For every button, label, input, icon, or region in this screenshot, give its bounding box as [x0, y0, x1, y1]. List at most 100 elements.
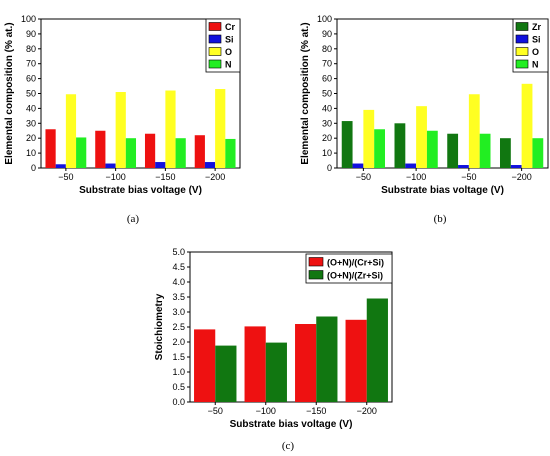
- bar-zr: [341, 121, 353, 168]
- chart-a: 0 10 20 30 40 50 60 70 80 90 100 −50 −100 −150 −200Sub…: [4, 14, 241, 225]
- y-tick-label: 5.0: [172, 247, 185, 257]
- y-tick-label: 80: [322, 44, 332, 54]
- y-tick-label: 100: [317, 14, 332, 24]
- bar-zr: [447, 133, 459, 168]
- legend-label: (O+N)/(Cr+Si): [327, 258, 384, 268]
- x-tick-label: −150: [306, 406, 326, 416]
- legend-swatch: [515, 22, 529, 31]
- legend-swatch: [308, 270, 324, 280]
- legend-label: Si: [532, 35, 541, 45]
- bar-zr: [394, 123, 406, 168]
- y-tick-label: 4.5: [172, 262, 185, 272]
- legend-label: O: [532, 47, 539, 57]
- y-tick-label: 0.0: [172, 397, 185, 407]
- y-tick-label: 10: [322, 148, 332, 158]
- bar-si: [510, 165, 522, 168]
- bar-o: [115, 92, 126, 168]
- y-axis-title: Elemental composition (% at.): [4, 22, 15, 164]
- y-tick-label: 70: [322, 59, 332, 69]
- y-tick-label: 2.5: [172, 322, 185, 332]
- bar-cr: [45, 129, 56, 168]
- bar-n: [225, 138, 236, 168]
- x-tick-label: −100: [256, 406, 276, 416]
- y-tick-label: 40: [322, 103, 332, 113]
- legend-label: Zr: [532, 22, 541, 32]
- y-tick-label: 2.0: [172, 337, 185, 347]
- y-tick-label: 40: [26, 103, 36, 113]
- bar-zr: [499, 138, 511, 168]
- bar-o-n-cr-si: [244, 326, 266, 402]
- legend-label: Si: [225, 35, 234, 45]
- chart-b: 0 10 20 30 40 50 60 70 80 90 100 −50 −100 −50 −200 Subs…: [300, 14, 549, 225]
- legend-swatch: [208, 22, 222, 31]
- legend-swatch: [208, 59, 222, 69]
- y-tick-label: 3.5: [172, 292, 185, 302]
- bar-si: [405, 163, 417, 168]
- bar-o: [65, 94, 77, 168]
- x-tick-label: −100: [406, 172, 426, 182]
- legend-label: N: [532, 60, 539, 70]
- bar-o-n-zr-si: [215, 345, 237, 402]
- x-axis-title: Substrate bias voltage (V): [79, 185, 202, 196]
- bar-o: [363, 109, 375, 168]
- legend-swatch: [208, 47, 222, 56]
- x-axis-title: Substrate bias voltage (V): [230, 419, 353, 430]
- figure-caption: (c): [282, 440, 295, 452]
- x-tick-label: −200: [357, 406, 377, 416]
- legend-label: (O+N)/(Zr+Si): [327, 271, 383, 281]
- bar-o-n-zr-si: [366, 298, 388, 402]
- x-tick-label: −100: [105, 172, 125, 182]
- figure-caption: (b): [434, 213, 447, 225]
- y-tick-label: 70: [26, 59, 36, 69]
- bar-si: [352, 163, 364, 168]
- bar-n: [532, 138, 544, 168]
- y-tick-label: 10: [26, 148, 36, 158]
- y-tick-label: 0: [327, 163, 332, 173]
- bar-si: [155, 162, 166, 168]
- x-tick-label: −200: [205, 172, 225, 182]
- y-tick-label: 0.5: [172, 382, 185, 392]
- y-tick-label: 1.0: [172, 367, 185, 377]
- legend-label: N: [225, 60, 232, 70]
- y-tick-label: 50: [322, 89, 332, 99]
- y-tick-label: 30: [26, 118, 36, 128]
- y-tick-label: 20: [322, 133, 332, 143]
- x-tick-label: −150: [155, 172, 175, 182]
- x-axis-title: Substrate bias voltage (V): [381, 185, 504, 196]
- bar-o: [468, 94, 480, 168]
- bar-o: [165, 90, 176, 168]
- y-tick-label: 50: [26, 89, 36, 99]
- legend-swatch: [515, 59, 529, 69]
- y-tick-label: 100: [21, 14, 36, 24]
- y-tick-label: 80: [26, 44, 36, 54]
- bar-n: [76, 137, 87, 168]
- x-tick-label: −50: [208, 406, 223, 416]
- x-tick-label: −50: [461, 172, 476, 182]
- bar-o: [215, 89, 226, 168]
- bar-cr: [95, 130, 106, 168]
- y-tick-label: 60: [322, 74, 332, 84]
- y-tick-label: 3.0: [172, 307, 185, 317]
- legend-label: Cr: [225, 22, 235, 32]
- legend-swatch: [515, 47, 529, 56]
- x-tick-label: −50: [58, 172, 73, 182]
- bar-cr: [144, 133, 156, 168]
- bar-o-n-zr-si: [265, 342, 287, 402]
- bar-o: [521, 83, 533, 168]
- bar-si: [105, 163, 116, 168]
- legend-swatch: [515, 34, 529, 44]
- y-tick-label: 30: [322, 118, 332, 128]
- bar-si: [458, 165, 469, 168]
- bar-o-n-cr-si: [295, 324, 317, 402]
- bar-si: [55, 164, 66, 168]
- legend-swatch: [208, 34, 222, 44]
- x-tick-label: −50: [356, 172, 371, 182]
- y-tick-label: 1.5: [172, 352, 185, 362]
- y-axis-title: Stoichiometry: [154, 293, 165, 360]
- y-tick-label: 4.0: [172, 277, 185, 287]
- bar-n: [175, 138, 186, 168]
- y-tick-label: 0: [31, 163, 36, 173]
- bar-o-n-cr-si: [345, 319, 367, 402]
- y-tick-label: 60: [26, 74, 36, 84]
